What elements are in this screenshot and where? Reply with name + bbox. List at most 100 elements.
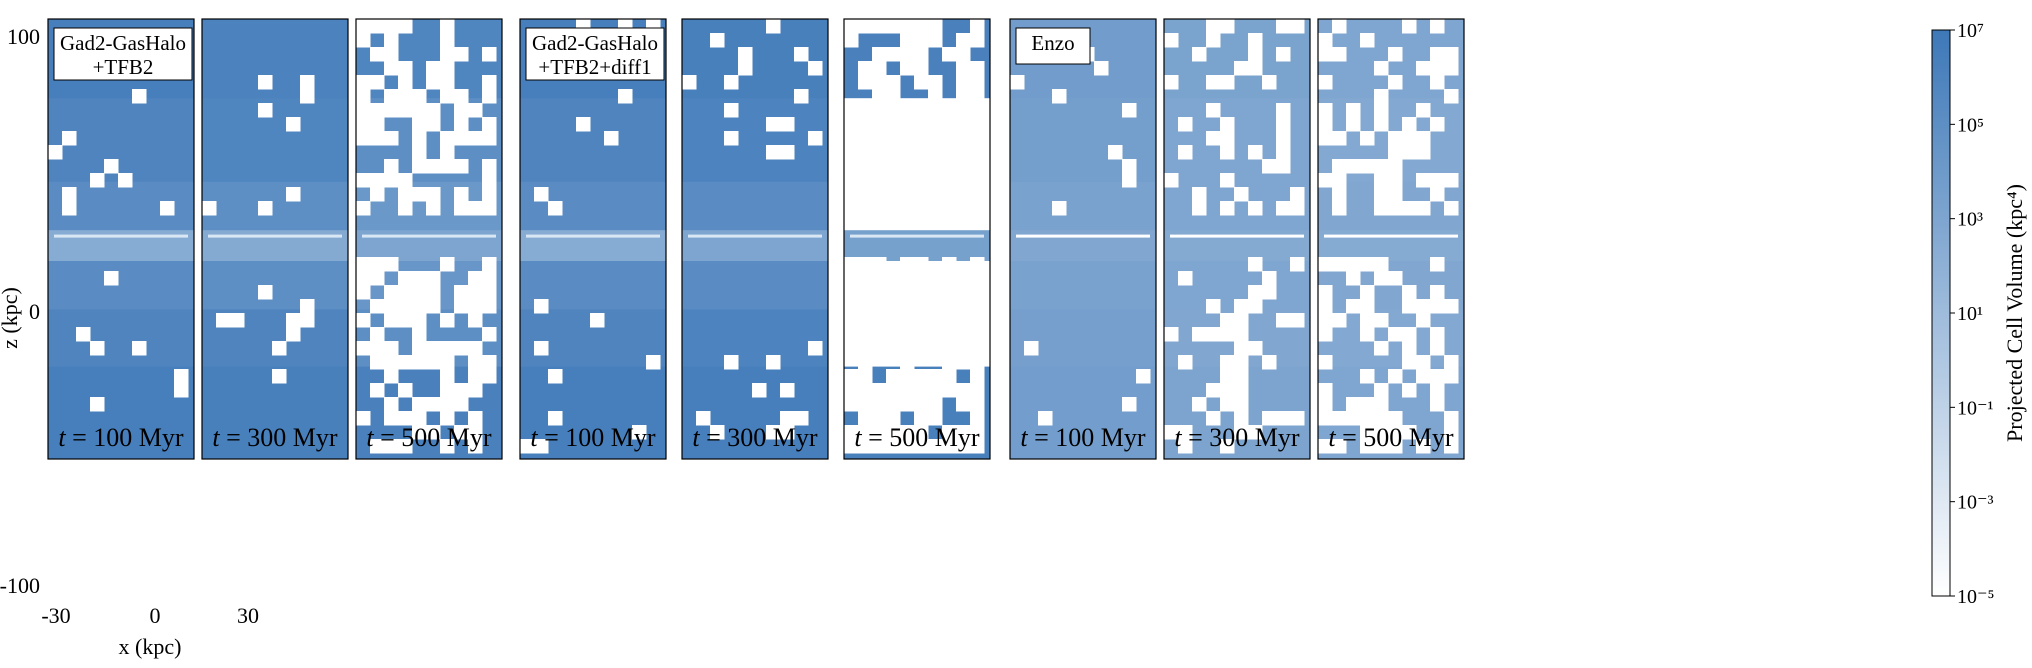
empty-cell	[1374, 187, 1389, 202]
empty-cell	[970, 411, 985, 426]
time-label: t = 300 Myr	[692, 423, 818, 452]
empty-cell	[482, 369, 497, 384]
empty-cell	[1220, 201, 1235, 216]
empty-cell	[618, 89, 633, 104]
empty-cell	[794, 47, 809, 62]
time-label: t = 100 Myr	[58, 423, 184, 452]
empty-cell	[1430, 383, 1445, 398]
empty-cell	[872, 299, 887, 314]
empty-cell	[794, 411, 809, 426]
cell-band	[1010, 366, 1156, 460]
empty-cell	[286, 187, 301, 202]
empty-cell	[160, 201, 175, 216]
empty-cell	[914, 19, 929, 34]
empty-cell	[1360, 257, 1375, 272]
empty-cell	[1374, 397, 1389, 412]
empty-cell	[970, 439, 985, 454]
empty-cell	[398, 173, 413, 188]
empty-cell	[738, 47, 753, 62]
empty-cell	[1234, 383, 1249, 398]
empty-cell	[808, 131, 823, 146]
empty-cell	[1276, 411, 1291, 426]
empty-cell	[956, 201, 971, 216]
empty-cell	[1346, 103, 1361, 118]
empty-cell	[258, 201, 273, 216]
empty-cell	[914, 383, 929, 398]
empty-cell	[1052, 201, 1067, 216]
empty-cell	[738, 61, 753, 76]
empty-cell	[914, 47, 929, 62]
empty-cell	[1234, 355, 1249, 370]
empty-cell	[1276, 131, 1291, 146]
svg-text:+TFB2+diff1: +TFB2+diff1	[538, 55, 651, 79]
empty-cell	[258, 75, 273, 90]
empty-cell	[1206, 33, 1221, 48]
empty-cell	[1388, 271, 1403, 286]
empty-cell	[1248, 425, 1263, 440]
empty-cell	[1416, 103, 1431, 118]
empty-cell	[970, 369, 985, 384]
empty-cell	[440, 61, 455, 76]
empty-cell	[454, 131, 469, 146]
empty-cell	[1360, 411, 1375, 426]
empty-cell	[398, 271, 413, 286]
empty-cell	[970, 75, 985, 90]
y-axis-label: z (kpc)	[0, 287, 22, 349]
empty-cell	[886, 397, 901, 412]
empty-cell	[872, 313, 887, 328]
empty-cell	[300, 75, 315, 90]
empty-cell	[370, 327, 385, 342]
empty-cell	[928, 187, 943, 202]
empty-cell	[482, 187, 497, 202]
empty-cell	[1430, 61, 1445, 76]
empty-cell	[370, 439, 385, 454]
empty-cell	[1220, 383, 1235, 398]
colorbar-tick-label: 10⁻³	[1957, 492, 1994, 514]
empty-cell	[1290, 257, 1305, 272]
empty-cell	[1234, 341, 1249, 356]
panel-frame	[201, 18, 349, 460]
time-label: t = 100 Myr	[1020, 423, 1146, 452]
empty-cell	[1290, 313, 1305, 328]
empty-cell	[426, 75, 441, 90]
empty-cell	[844, 19, 859, 34]
empty-cell	[1374, 159, 1389, 174]
empty-cell	[1388, 327, 1403, 342]
empty-cell	[942, 327, 957, 342]
empty-cell	[928, 89, 943, 104]
empty-cell	[426, 201, 441, 216]
empty-cell	[1402, 145, 1417, 160]
empty-cell	[1248, 145, 1263, 160]
empty-cell	[844, 439, 859, 454]
empty-cell	[858, 327, 873, 342]
empty-cell	[900, 145, 915, 160]
empty-cell	[724, 75, 739, 90]
empty-cell	[412, 271, 427, 286]
empty-cell	[1388, 425, 1403, 440]
empty-cell	[1024, 341, 1039, 356]
empty-cell	[900, 257, 915, 272]
empty-cell	[468, 355, 483, 370]
empty-cell	[1094, 61, 1109, 76]
empty-cell	[412, 299, 427, 314]
empty-cell	[886, 299, 901, 314]
empty-cell	[356, 271, 371, 286]
empty-cell	[1220, 145, 1235, 160]
empty-cell	[356, 173, 371, 188]
empty-cell	[548, 369, 563, 384]
empty-cell	[928, 75, 943, 90]
empty-cell	[412, 131, 427, 146]
empty-cell	[1164, 75, 1179, 90]
empty-cell	[468, 341, 483, 356]
empty-cell	[928, 117, 943, 132]
empty-cell	[1164, 173, 1179, 188]
empty-cell	[300, 313, 315, 328]
empty-cell	[356, 257, 371, 272]
empty-cell	[454, 397, 469, 412]
empty-cell	[844, 285, 859, 300]
empty-cell	[808, 61, 823, 76]
panel-2-3: t = 500 Myr	[843, 18, 991, 460]
empty-cell	[1360, 159, 1375, 174]
empty-cell	[1276, 19, 1291, 34]
empty-cell	[970, 327, 985, 342]
